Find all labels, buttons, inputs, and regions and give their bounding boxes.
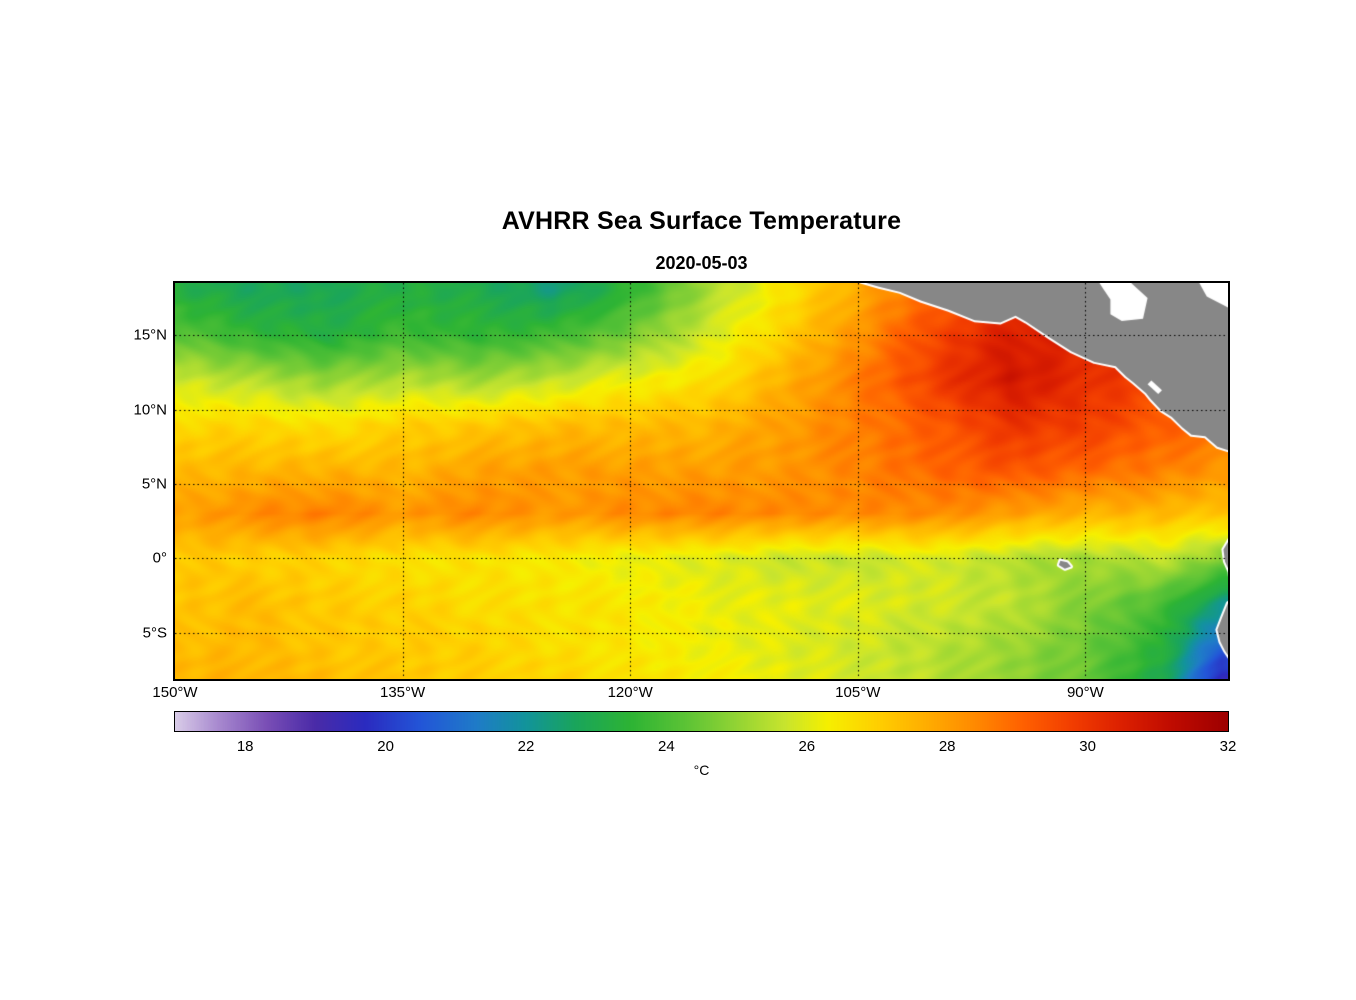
y-tick-label: 5°N xyxy=(141,475,167,493)
y-tick-label: 0° xyxy=(152,549,167,567)
colorbar-unit-label: °C xyxy=(693,762,710,778)
x-tick-label: 90°W xyxy=(1066,684,1104,701)
x-axis-ticks: 150°W 135°W 120°W 105°W 90°W xyxy=(152,684,1228,706)
colorbar-tick-label: 22 xyxy=(517,738,535,755)
colorbar-tick-label: 30 xyxy=(1079,738,1096,755)
colorbar-tick-label: 24 xyxy=(658,738,675,755)
x-tick-label: 120°W xyxy=(607,684,653,701)
colorbar-tick-label: 18 xyxy=(236,738,254,755)
y-axis-ticks: 15°N 10°N 5°N 0° 5°S xyxy=(0,283,167,679)
colorbar xyxy=(175,712,1228,731)
colorbar-ticks: 18 20 22 24 26 28 30 32 xyxy=(175,738,1237,758)
sst-heatmap-canvas xyxy=(175,283,1228,679)
colorbar-canvas xyxy=(175,712,1228,731)
chart-title: AVHRR Sea Surface Temperature xyxy=(501,207,902,235)
y-tick-label: 5°S xyxy=(142,624,167,642)
x-tick-label: 150°W xyxy=(152,684,198,701)
colorbar-tick-label: 20 xyxy=(377,738,394,755)
x-tick-label: 105°W xyxy=(835,684,881,701)
y-tick-label: 10°N xyxy=(133,401,167,419)
colorbar-tick-label: 26 xyxy=(798,738,816,755)
chart-subtitle: 2020-05-03 xyxy=(655,253,748,273)
y-tick-label: 15°N xyxy=(133,326,167,344)
x-tick-label: 135°W xyxy=(379,684,426,701)
colorbar-tick-label: 32 xyxy=(1219,738,1237,755)
sst-map xyxy=(175,283,1228,679)
colorbar-tick-label: 28 xyxy=(938,738,956,755)
